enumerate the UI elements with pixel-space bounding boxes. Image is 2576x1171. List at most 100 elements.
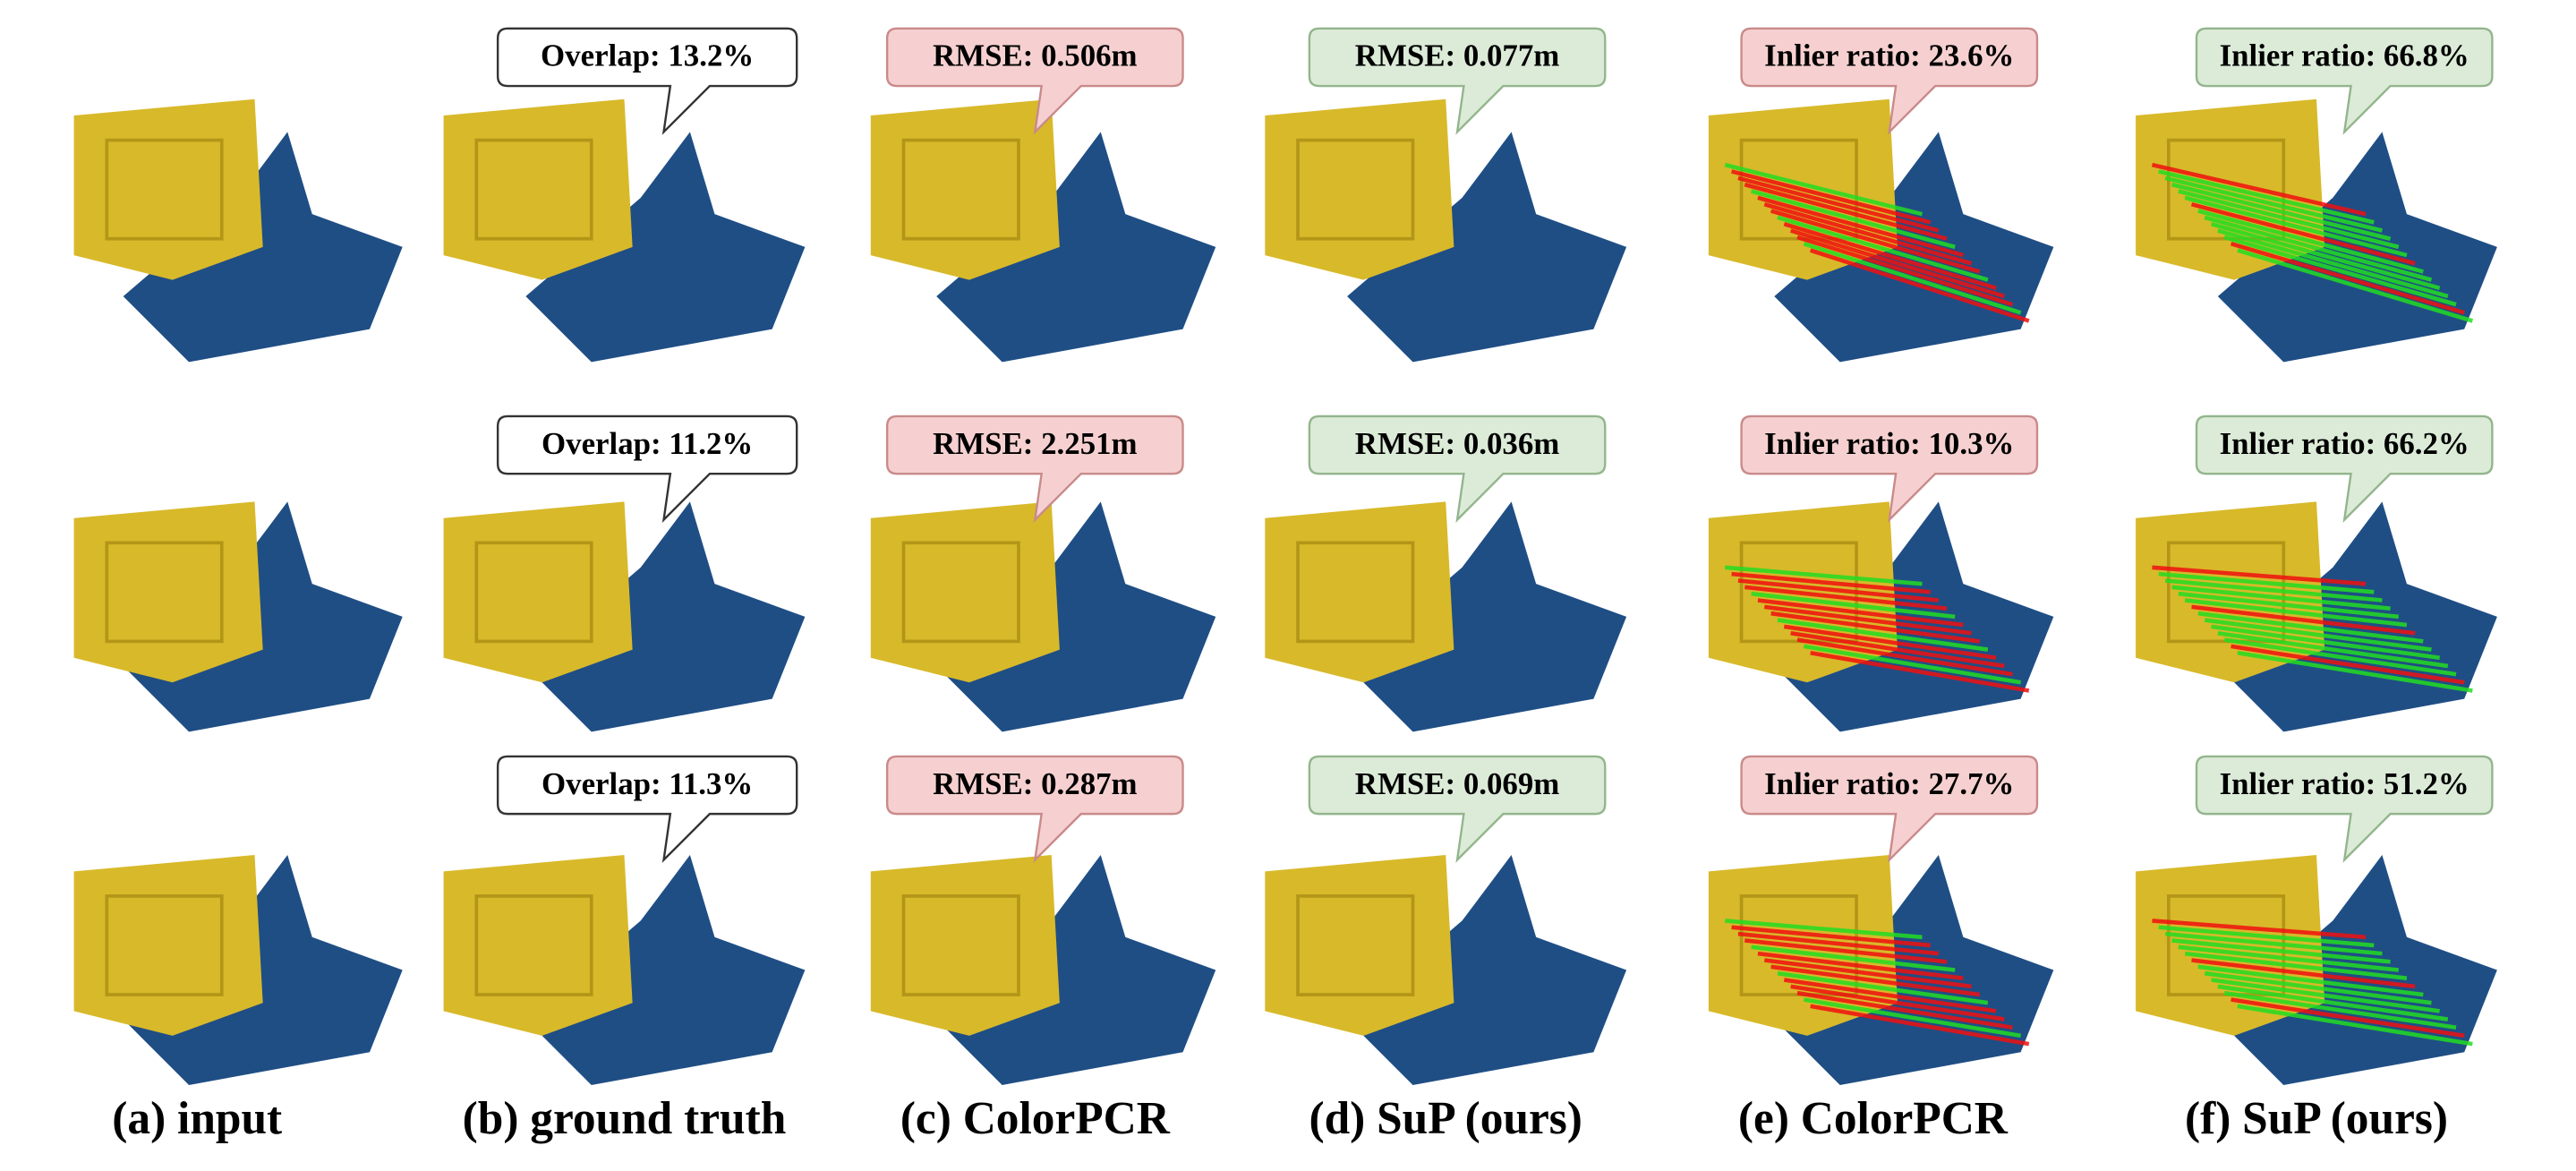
- correspondence-line: [1757, 195, 1964, 258]
- callout-label: RMSE: 0.506m: [933, 38, 1138, 73]
- correspondence-line: [2152, 565, 2367, 586]
- blue-cloud: [525, 501, 806, 732]
- callout-box: [496, 27, 798, 135]
- yellow-cloud-detail: [474, 541, 593, 644]
- correspondence-line: [1744, 585, 1948, 611]
- correspondence-line: [2171, 938, 2391, 964]
- callout-box: [2195, 415, 2494, 523]
- correspondence-line: [1763, 201, 1973, 266]
- callout-label: Inlier ratio: 51.2%: [2220, 766, 2469, 801]
- correspondence-line: [1777, 618, 1989, 652]
- yellow-cloud: [73, 501, 263, 683]
- correspondence-line: [1731, 169, 1932, 225]
- yellow-cloud: [443, 855, 633, 1036]
- correspondence-line: [1789, 228, 2005, 299]
- correspondence-line: [1803, 242, 2022, 315]
- yellow-cloud: [870, 98, 1060, 280]
- correspondence-line: [1744, 938, 1948, 964]
- correspondence-line: [1751, 944, 1956, 972]
- callout-box: [885, 755, 1184, 863]
- yellow-cloud-detail: [1296, 541, 1415, 644]
- correspondence-line: [2217, 984, 2449, 1021]
- yellow-cloud-detail: [901, 894, 1020, 996]
- callout-label: Inlier ratio: 23.6%: [1764, 38, 2014, 73]
- correspondence-line: [2237, 650, 2473, 693]
- point-cloud-panel: [73, 501, 403, 732]
- correspondence-line: [2211, 978, 2440, 1013]
- point-cloud-panel: [2136, 98, 2497, 363]
- correspondence-line: [1790, 630, 2005, 669]
- correspondence-line: [2197, 964, 2424, 997]
- callout-box: [1740, 27, 2039, 135]
- correspondence-line: [1737, 931, 1940, 956]
- correspondence-line: [1796, 637, 2013, 677]
- correspondence-line: [2230, 242, 2465, 315]
- point-cloud-panel: [73, 855, 403, 1085]
- blue-cloud: [1347, 132, 1627, 363]
- correspondence-line: [2223, 990, 2457, 1030]
- correspondence-line: [2217, 228, 2449, 299]
- point-cloud-panel: [870, 855, 1216, 1085]
- yellow-cloud: [73, 855, 263, 1036]
- correspondence-line: [2223, 637, 2457, 677]
- callout-box: [1308, 755, 1607, 863]
- callout-label: Overlap: 11.2%: [542, 426, 753, 461]
- correspondence-line: [1777, 970, 1989, 1005]
- blue-cloud: [2217, 501, 2497, 732]
- yellow-cloud-detail: [105, 138, 224, 241]
- correspondence-line: [2217, 630, 2449, 669]
- callout-box: [1740, 755, 2039, 863]
- correspondence-line: [2178, 591, 2400, 620]
- point-cloud-panel: [870, 501, 1216, 732]
- correspondence-line: [1810, 650, 2030, 693]
- callout-label: RMSE: 0.077m: [1355, 38, 1560, 73]
- correspondence-line: [1757, 951, 1964, 980]
- correspondence-line: [1763, 604, 1972, 636]
- yellow-cloud: [870, 855, 1060, 1036]
- blue-cloud: [525, 855, 806, 1085]
- callout-box: [496, 755, 798, 863]
- yellow-cloud-detail: [105, 894, 224, 996]
- point-cloud-panel: [1708, 855, 2054, 1085]
- correspondence-line: [1751, 591, 1956, 620]
- caption: (c) ColorPCR: [900, 1093, 1171, 1144]
- correspondence-line: [2197, 209, 2424, 274]
- correspondence-line: [1783, 978, 1997, 1013]
- correspondence-line: [1737, 175, 1940, 233]
- caption: (e) ColorPCR: [1738, 1093, 2009, 1144]
- correspondence-line: [2164, 175, 2383, 233]
- callout-label: Inlier ratio: 10.3%: [1764, 426, 2014, 461]
- callout-box: [885, 27, 1184, 135]
- correspondence-line: [1809, 248, 2030, 323]
- correspondence-line: [2211, 624, 2440, 661]
- correspondence-line: [2164, 578, 2383, 603]
- correspondence-line: [2158, 169, 2375, 225]
- correspondence-line: [2171, 585, 2391, 611]
- callout-box: [1308, 415, 1607, 523]
- correspondence-line: [1803, 644, 2021, 685]
- correspondence-line: [1770, 964, 1981, 997]
- blue-cloud: [1347, 855, 1627, 1085]
- blue-cloud: [1347, 501, 1627, 732]
- correspondence-line: [1731, 925, 1931, 948]
- callout-box: [885, 415, 1184, 523]
- point-cloud-panel: [1265, 855, 1627, 1085]
- correspondence-line: [2210, 221, 2441, 290]
- point-cloud-panel: [443, 98, 806, 363]
- yellow-cloud: [1265, 98, 1454, 280]
- correspondence-line: [2164, 931, 2383, 956]
- blue-cloud: [525, 132, 806, 363]
- callout-label: Inlier ratio: 27.7%: [1764, 766, 2014, 801]
- yellow-cloud-detail: [474, 894, 593, 996]
- callout-label: RMSE: 2.251m: [933, 426, 1138, 461]
- correspondence-line: [2231, 644, 2465, 685]
- blue-cloud: [2217, 855, 2497, 1085]
- caption: (a) input: [112, 1093, 282, 1144]
- correspondence-line: [1770, 611, 1981, 644]
- correspondence-line: [2152, 919, 2367, 940]
- callout-label: RMSE: 0.069m: [1355, 766, 1560, 801]
- correspondence-line: [1810, 1004, 2030, 1047]
- correspondence-line: [2223, 235, 2457, 307]
- correspondence-line: [2178, 189, 2400, 250]
- blue-cloud: [936, 132, 1216, 363]
